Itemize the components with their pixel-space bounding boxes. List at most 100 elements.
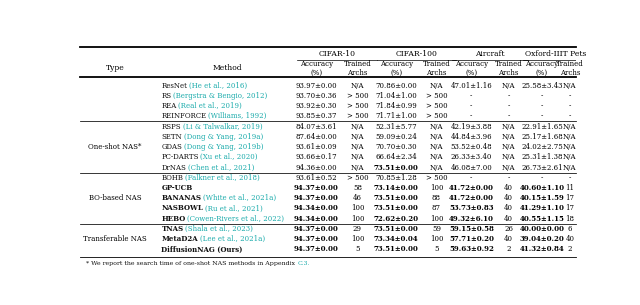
Text: 5: 5 xyxy=(355,246,360,253)
Text: 58: 58 xyxy=(353,184,362,192)
Text: 70.86±0.00: 70.86±0.00 xyxy=(375,82,417,90)
Text: BOHB: BOHB xyxy=(161,174,183,182)
Text: 100: 100 xyxy=(351,204,364,213)
Text: One-shot NAS*: One-shot NAS* xyxy=(88,143,141,151)
Text: 41.29±1.10: 41.29±1.10 xyxy=(520,204,564,213)
Text: N/A: N/A xyxy=(563,153,577,161)
Text: 73.51±0.00: 73.51±0.00 xyxy=(374,204,419,213)
Text: -: - xyxy=(568,92,571,100)
Text: 73.51±0.00: 73.51±0.00 xyxy=(374,246,419,253)
Text: N/A: N/A xyxy=(502,143,515,151)
Text: 41.72±0.00: 41.72±0.00 xyxy=(449,184,494,192)
Text: (He et al., 2016): (He et al., 2016) xyxy=(189,82,247,90)
Text: Trained
Archs: Trained Archs xyxy=(495,59,522,77)
Text: -: - xyxy=(568,102,571,110)
Text: GP-UCB: GP-UCB xyxy=(161,184,193,192)
Text: 66.64±2.34: 66.64±2.34 xyxy=(376,153,417,161)
Text: 25.17±1.68: 25.17±1.68 xyxy=(521,133,563,141)
Text: Oxford-IIIT Pets: Oxford-IIIT Pets xyxy=(525,49,586,58)
Text: 73.51±0.00: 73.51±0.00 xyxy=(374,163,419,171)
Text: (Dong & Yang, 2019b): (Dong & Yang, 2019b) xyxy=(184,143,263,151)
Text: 93.61±0.52: 93.61±0.52 xyxy=(296,174,337,182)
Text: 100: 100 xyxy=(429,235,444,243)
Text: 42.19±3.88: 42.19±3.88 xyxy=(451,123,492,131)
Text: N/A: N/A xyxy=(502,82,515,90)
Text: Trained
Archs: Trained Archs xyxy=(344,59,371,77)
Text: Method: Method xyxy=(212,64,242,72)
Text: 71.71±1.00: 71.71±1.00 xyxy=(375,112,417,120)
Text: GDAS: GDAS xyxy=(161,143,182,151)
Text: 73.34±0.04: 73.34±0.04 xyxy=(374,235,419,243)
Text: N/A: N/A xyxy=(563,163,577,171)
Text: N/A: N/A xyxy=(563,123,577,131)
Text: PC-DARTS: PC-DARTS xyxy=(161,153,199,161)
Text: 46: 46 xyxy=(353,194,362,202)
Text: N/A: N/A xyxy=(351,153,364,161)
Text: -: - xyxy=(470,112,472,120)
Text: -: - xyxy=(568,112,571,120)
Text: N/A: N/A xyxy=(563,82,577,90)
Text: Accuracy
(%): Accuracy (%) xyxy=(300,59,333,77)
Text: SETN: SETN xyxy=(161,133,182,141)
Text: 93.70±0.36: 93.70±0.36 xyxy=(296,92,337,100)
Text: 71.84±0.99: 71.84±0.99 xyxy=(375,102,417,110)
Text: DiffusionNAG (Ours): DiffusionNAG (Ours) xyxy=(161,246,243,253)
Text: 40: 40 xyxy=(504,215,513,223)
Text: > 500: > 500 xyxy=(347,112,368,120)
Text: N/A: N/A xyxy=(351,133,364,141)
Text: > 500: > 500 xyxy=(347,174,368,182)
Text: REA: REA xyxy=(161,102,177,110)
Text: (Cowen-Rivers et al., 2022): (Cowen-Rivers et al., 2022) xyxy=(187,215,284,223)
Text: -: - xyxy=(541,112,543,120)
Text: 52.31±5.77: 52.31±5.77 xyxy=(376,123,417,131)
Text: 94.37±0.00: 94.37±0.00 xyxy=(294,184,339,192)
Text: C.3.: C.3. xyxy=(297,261,310,266)
Text: N/A: N/A xyxy=(429,163,444,171)
Text: REINFORCE: REINFORCE xyxy=(161,112,207,120)
Text: 11: 11 xyxy=(565,184,574,192)
Text: (Falkner et al., 2018): (Falkner et al., 2018) xyxy=(185,174,260,182)
Text: N/A: N/A xyxy=(429,153,444,161)
Text: (Bergstra & Bengio, 2012): (Bergstra & Bengio, 2012) xyxy=(173,92,268,100)
Text: 59: 59 xyxy=(432,225,441,233)
Text: -: - xyxy=(508,112,510,120)
Text: 73.51±0.00: 73.51±0.00 xyxy=(374,225,419,233)
Text: > 500: > 500 xyxy=(347,92,368,100)
Text: -: - xyxy=(541,92,543,100)
Text: * We report the search time of one-shot NAS methods in Appendix: * We report the search time of one-shot … xyxy=(86,261,297,266)
Text: 5: 5 xyxy=(435,246,439,253)
Text: (Ru et al., 2021): (Ru et al., 2021) xyxy=(205,204,262,213)
Text: 26.73±2.61: 26.73±2.61 xyxy=(521,163,563,171)
Text: N/A: N/A xyxy=(351,143,364,151)
Text: 100: 100 xyxy=(429,215,444,223)
Text: N/A: N/A xyxy=(502,153,515,161)
Text: Trained
Archs: Trained Archs xyxy=(556,59,584,77)
Text: 59.15±0.58: 59.15±0.58 xyxy=(449,225,494,233)
Text: (Xu et al., 2020): (Xu et al., 2020) xyxy=(200,153,258,161)
Text: 2: 2 xyxy=(568,246,572,253)
Text: > 500: > 500 xyxy=(426,92,447,100)
Text: 93.97±0.00: 93.97±0.00 xyxy=(296,82,337,90)
Text: N/A: N/A xyxy=(351,123,364,131)
Text: ResNet: ResNet xyxy=(161,82,188,90)
Text: MetaD2A: MetaD2A xyxy=(161,235,198,243)
Text: 94.37±0.00: 94.37±0.00 xyxy=(294,235,339,243)
Text: 40: 40 xyxy=(504,235,513,243)
Text: 46.08±7.00: 46.08±7.00 xyxy=(451,163,492,171)
Text: 2: 2 xyxy=(506,246,511,253)
Text: N/A: N/A xyxy=(502,133,515,141)
Text: 70.70±0.30: 70.70±0.30 xyxy=(376,143,417,151)
Text: > 500: > 500 xyxy=(347,102,368,110)
Text: CIFAR-10: CIFAR-10 xyxy=(319,49,355,58)
Text: 71.04±1.00: 71.04±1.00 xyxy=(375,92,417,100)
Text: N/A: N/A xyxy=(563,143,577,151)
Text: 40.15±1.59: 40.15±1.59 xyxy=(520,194,564,202)
Text: 53.52±0.48: 53.52±0.48 xyxy=(451,143,492,151)
Text: 26.33±3.40: 26.33±3.40 xyxy=(451,153,492,161)
Text: 100: 100 xyxy=(429,184,444,192)
Text: 40: 40 xyxy=(504,204,513,213)
Text: 73.14±0.00: 73.14±0.00 xyxy=(374,184,419,192)
Text: Transferable NAS: Transferable NAS xyxy=(83,235,147,243)
Text: -: - xyxy=(568,174,571,182)
Text: 59.63±0.92: 59.63±0.92 xyxy=(449,246,494,253)
